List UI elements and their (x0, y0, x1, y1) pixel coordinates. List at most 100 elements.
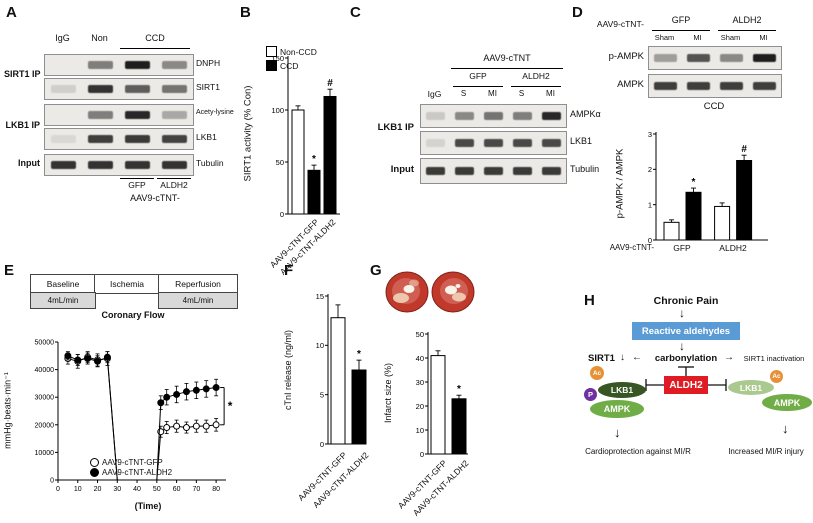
coronary-flow-caption: Coronary Flow (101, 310, 165, 320)
lane-header-non: Non (91, 33, 108, 43)
y-axis-label-infarct: Infarct size (%) (383, 363, 393, 424)
svg-text:10000: 10000 (35, 450, 55, 457)
reactive-aldehydes-label: Reactive aldehydes (641, 325, 731, 337)
protein-band (512, 112, 533, 120)
svg-text:#: # (741, 144, 747, 155)
protein-band (483, 167, 504, 175)
lane-sham2: Sham (720, 33, 741, 42)
protein-band (161, 85, 188, 93)
protein-band (483, 112, 504, 120)
svg-text:10: 10 (74, 486, 82, 493)
bar (451, 398, 467, 455)
protein-band (161, 111, 188, 119)
infarct-size-chart: 0 10 20 30 40 50 * (416, 330, 468, 459)
group-header-aldh2: ALDH2 (522, 71, 550, 81)
protein-band (454, 112, 475, 120)
band-label-ampk-alpha: AMPKα (570, 109, 601, 119)
svg-text:40: 40 (133, 486, 141, 493)
svg-text:80: 80 (212, 486, 220, 493)
protein-band (161, 135, 188, 143)
ampk-right-label: AMPK (773, 397, 801, 408)
data-point (182, 424, 190, 432)
vector-label: AAV9-cTNT- (130, 193, 180, 203)
legend-swatch-ccd (266, 60, 277, 71)
svg-text:40: 40 (416, 354, 424, 363)
protein-band (454, 167, 475, 175)
svg-text:*: * (228, 399, 233, 413)
legend-label-non-ccd: Non-CCD (280, 46, 317, 57)
timeline-baseline-label: Baseline (46, 279, 80, 289)
data-point (157, 428, 165, 436)
band-label-tubulin: Tubulin (570, 164, 600, 174)
svg-text:*: * (357, 349, 361, 360)
sirt1-activity-chart: 0 50 100 150 * # (271, 54, 340, 219)
bar (351, 369, 367, 445)
down-arrow-right-outcome: ↓ (782, 421, 789, 436)
flow-rate-baseline-label: 4mL/min (47, 296, 79, 305)
blot-lkb1 (420, 131, 567, 155)
protein-band (541, 139, 562, 147)
sirt1-decrease-arrow: ↓ (620, 352, 625, 363)
input-label: Input (18, 158, 40, 168)
legend-label-aldh2: AAV9-cTNT-ALDH2 (102, 468, 173, 477)
protein-band (425, 167, 446, 175)
phospho-group: P (584, 388, 597, 401)
bar (714, 205, 731, 241)
protein-band (161, 161, 188, 169)
flow-rate-baseline: 4mL/min (30, 292, 96, 309)
svg-text:*: * (457, 384, 461, 395)
timeline-ischemia-label: Ischemia (109, 279, 144, 289)
down-arrow-2: ↓ (679, 339, 685, 353)
svg-text:20: 20 (416, 402, 424, 411)
ip-label-lkb1: LKB1 IP (377, 122, 414, 133)
data-point (94, 357, 102, 365)
protein-band (87, 161, 114, 169)
svg-text:1: 1 (648, 200, 652, 209)
svg-text:0: 0 (420, 450, 424, 459)
svg-text:0: 0 (280, 210, 284, 219)
protein-band (124, 85, 151, 93)
panel-f: F cTnI release (ng/ml) 0 5 10 15 * AAV9-cTNT… (280, 262, 372, 523)
panel-a: A IgG Non CCD SIRT1 IP LKB1 IP Input DNP… (4, 4, 238, 216)
timeline-reperfusion-label: Reperfusion (175, 279, 221, 289)
protein-band (425, 112, 446, 120)
lkb1-left-label: LKB1 (610, 385, 634, 395)
x-group-aldh2: ALDH2 (719, 243, 747, 253)
y-axis-label-pampk-ratio: p-AMPK / AMPK (614, 148, 626, 219)
svg-text:0: 0 (648, 236, 652, 245)
blot-tubulin (420, 158, 567, 184)
timeline-ischemia: Ischemia (94, 274, 160, 294)
down-arrow-1: ↓ (679, 306, 685, 320)
p-label: P (587, 390, 593, 399)
protein-band (50, 85, 77, 93)
legend-label-gfp: AAV9-cTNT-GFP (102, 458, 163, 467)
panel-b-letter: B (240, 4, 251, 21)
svg-text:150: 150 (271, 54, 284, 63)
svg-text:0: 0 (56, 486, 60, 493)
legend-item-gfp: AAV9-cTNT-GFP (90, 458, 172, 467)
band-label-ampk: AMPK (617, 79, 644, 90)
band-label-dnph: DNPH (196, 58, 221, 68)
gfp-underline (120, 178, 154, 179)
panel-e: E Baseline Ischemia Reperfusion 4mL/min … (2, 262, 254, 523)
gfp-span-line (652, 30, 710, 31)
lane-s1: S (460, 89, 467, 98)
line-legend: AAV9-cTNT-GFP AAV9-cTNT-ALDH2 (90, 458, 172, 480)
panel-c: C AAV9-cTNT GFP ALDH2 IgG S MI S MI LKB1… (346, 4, 612, 219)
lkb1-active-oval: LKB1 (598, 382, 646, 398)
svg-text:50: 50 (276, 158, 284, 167)
data-point (173, 390, 181, 398)
protein-band (124, 61, 151, 69)
protein-band (483, 139, 504, 147)
protein-band (87, 111, 114, 119)
protein-band (512, 139, 533, 147)
group-label-aldh2: ALDH2 (160, 180, 188, 190)
protein-band (50, 135, 77, 143)
blot-acetyl-lysine (44, 104, 194, 126)
protein-band (512, 167, 533, 175)
y-axis-label-cardiac-function: mmHg·beats·min⁻¹ (2, 372, 13, 449)
y-axis-label-sirt1-activity: SIRT1 activity (% Con) (242, 85, 254, 182)
chart-legend: Non-CCD CCD (266, 46, 317, 74)
panel-g: G Infarct size (%) 0 10 20 30 40 50 * AAV9-cTN… (368, 262, 488, 523)
